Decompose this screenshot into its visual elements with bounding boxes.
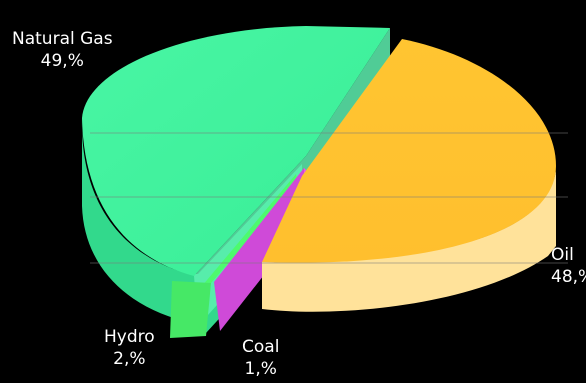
slice-hydro [170, 174, 298, 338]
label-natural-gas: Natural Gas 49,% [12, 28, 113, 72]
slice-oil-top [262, 39, 556, 263]
label-coal: Coal 1,% [242, 336, 279, 380]
label-natural-gas-value: 49,% [40, 51, 84, 71]
label-oil: Oil 48,% [551, 244, 586, 288]
label-hydro: Hydro 2,% [104, 326, 155, 370]
gridlines [90, 132, 568, 264]
label-oil-value: 48,% [551, 267, 586, 287]
slice-oil [262, 39, 556, 312]
pie-chart [81, 26, 568, 338]
slice-hydro-side [170, 281, 211, 338]
slice-oil-side [262, 171, 556, 312]
chart-area: Natural Gas 49,% Oil 48,% Hydro 2,% Coal… [6, 6, 586, 380]
label-hydro-value: 2,% [113, 349, 146, 369]
label-hydro-name: Hydro [104, 327, 155, 347]
label-coal-name: Coal [242, 337, 280, 357]
label-natural-gas-name: Natural Gas [12, 29, 113, 49]
label-coal-value: 1,% [244, 359, 277, 379]
slice-coal-side [214, 168, 304, 331]
slice-natural-gas-top [82, 26, 390, 276]
label-oil-name: Oil [551, 245, 574, 265]
